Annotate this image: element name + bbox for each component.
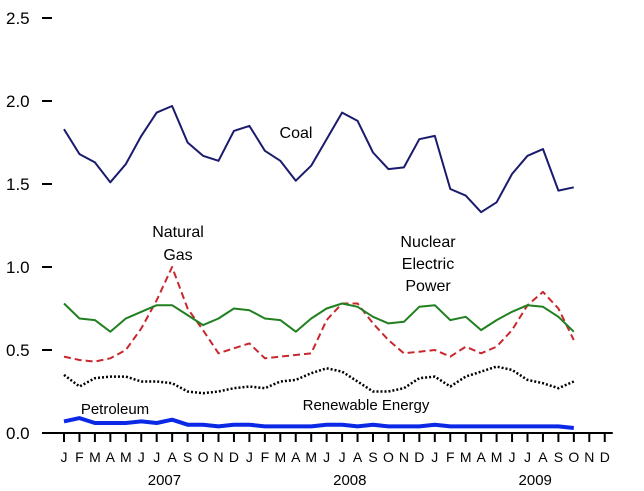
x-axis: J F M A M J J A S O N D J F M A M J J A S O N D J F M A M J J A S O N D2007… (52, 432, 613, 489)
x-tick-label: O (198, 449, 209, 465)
x-tick-label: J (153, 449, 160, 465)
series-line-renewable-energy (63, 365, 575, 395)
annotation-coal: Coal (280, 125, 313, 142)
annotation-nuclear-electric-power: Electric (402, 256, 454, 273)
x-tick-label: N (584, 449, 594, 465)
series-line-natural-gas (63, 266, 575, 363)
series-line-coal (63, 105, 575, 214)
x-tick-label: M (89, 449, 101, 465)
y-tick-label: 2.0 (6, 92, 30, 111)
x-tick-label: J (509, 449, 516, 465)
x-tick-label: M (274, 449, 286, 465)
x-tick-label: J (524, 449, 531, 465)
x-tick-label: S (368, 449, 377, 465)
series-layer (63, 105, 575, 430)
annotation-nuclear-electric-power: Power (405, 278, 451, 295)
annotation-layer: Coal Natural Gas Nuclear Electric Power Petrol… (81, 125, 456, 418)
x-tick-label: N (399, 449, 409, 465)
y-tick-label: 0.5 (6, 341, 30, 360)
year-label: 2008 (333, 472, 366, 489)
x-tick-label: A (476, 449, 486, 465)
x-tick-label: S (183, 449, 192, 465)
x-tick-label: F (75, 449, 84, 465)
x-tick-label: O (568, 449, 579, 465)
annotation-petroleum: Petroleum (81, 401, 149, 418)
y-tick-label: 2.5 (6, 9, 30, 28)
x-tick-label: M (491, 449, 503, 465)
series-line-nuclear-electric-power (63, 302, 575, 333)
year-label: 2009 (519, 472, 552, 489)
x-tick-label: M (305, 449, 317, 465)
x-tick-label: J (138, 449, 145, 465)
year-label: 2007 (148, 472, 181, 489)
x-tick-label: N (213, 449, 223, 465)
x-tick-label: S (554, 449, 563, 465)
y-axis: 0.0 0.5 1.0 1.5 2.0 2.5 (6, 9, 52, 443)
x-tick-label: F (261, 449, 270, 465)
y-tick-label: 1.5 (6, 175, 30, 194)
annotation-renewable-energy: Renewable Energy (303, 397, 430, 414)
x-tick-label: D (229, 449, 239, 465)
annotation-nuclear-electric-power: Nuclear (400, 234, 456, 251)
x-tick-label: A (353, 449, 363, 465)
x-tick-label: J (339, 449, 346, 465)
x-tick-label: J (246, 449, 253, 465)
x-tick-label: J (431, 449, 438, 465)
series-line-petroleum (63, 416, 575, 430)
x-tick-label: J (323, 449, 330, 465)
x-tick-label: O (383, 449, 394, 465)
x-tick-label: A (291, 449, 301, 465)
x-tick-label: D (600, 449, 610, 465)
x-tick-label: A (538, 449, 548, 465)
x-tick-label: M (460, 449, 472, 465)
x-tick-label: M (120, 449, 132, 465)
annotation-natural-gas: Gas (163, 247, 192, 264)
x-tick-label: A (167, 449, 177, 465)
y-tick-label: 0.0 (6, 424, 30, 443)
x-tick-label: F (446, 449, 455, 465)
x-tick-label: A (106, 449, 116, 465)
annotation-natural-gas: Natural (152, 224, 204, 241)
x-tick-label: J (61, 449, 68, 465)
y-tick-label: 1.0 (6, 258, 30, 277)
x-tick-label: D (414, 449, 424, 465)
